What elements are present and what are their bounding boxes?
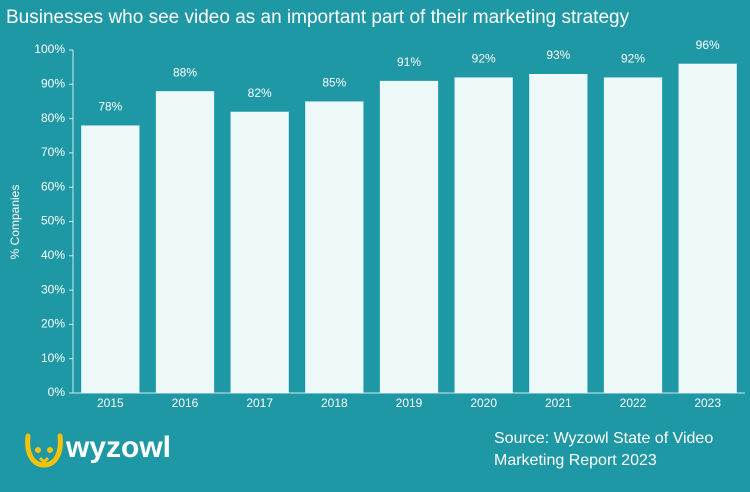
y-tick-label: 30% <box>41 282 65 296</box>
y-tick-label: 70% <box>41 145 65 159</box>
bar <box>454 77 513 393</box>
value-label: 82% <box>248 86 272 100</box>
y-tick-label: 40% <box>41 248 65 262</box>
x-tick-label: 2015 <box>97 396 124 410</box>
x-tick-label: 2022 <box>620 396 647 410</box>
bar <box>379 80 439 394</box>
chart-title: Businesses who see video as an important… <box>6 7 630 28</box>
x-tick-label: 2016 <box>172 396 199 410</box>
bar <box>678 63 737 393</box>
bar <box>305 101 364 393</box>
x-tick-label: 2019 <box>396 396 423 410</box>
bar <box>81 125 140 394</box>
x-tick-label: 2018 <box>321 396 348 410</box>
value-label: 92% <box>621 52 645 66</box>
value-label: 88% <box>173 65 197 79</box>
bar <box>603 77 663 393</box>
value-label: 96% <box>696 38 720 52</box>
x-tick-label: 2017 <box>246 396 273 410</box>
bar <box>529 74 588 393</box>
y-axis-label: % Companies <box>8 185 22 260</box>
value-label: 85% <box>322 76 346 90</box>
y-tick-label: 90% <box>41 76 65 90</box>
value-label: 92% <box>472 52 496 66</box>
y-tick-label: 100% <box>34 42 65 56</box>
y-tick-label: 60% <box>41 179 65 193</box>
bar <box>230 111 289 394</box>
logo-text: wyzowl <box>65 431 171 464</box>
source-line: Source: Wyzowl State of Video <box>494 430 713 447</box>
x-tick-label: 2021 <box>545 396 572 410</box>
bar <box>155 91 215 393</box>
x-tick-label: 2023 <box>694 396 721 410</box>
y-tick-label: 10% <box>41 351 65 365</box>
y-tick-label: 50% <box>41 214 65 228</box>
y-tick-label: 80% <box>41 111 65 125</box>
source-line: Marketing Report 2023 <box>494 452 657 469</box>
logo-icon <box>25 433 63 468</box>
value-label: 91% <box>397 55 421 69</box>
y-tick-label: 20% <box>41 317 65 331</box>
y-tick-label: 0% <box>48 385 66 399</box>
value-label: 78% <box>98 100 122 114</box>
value-label: 93% <box>546 48 570 62</box>
x-tick-label: 2020 <box>470 396 497 410</box>
